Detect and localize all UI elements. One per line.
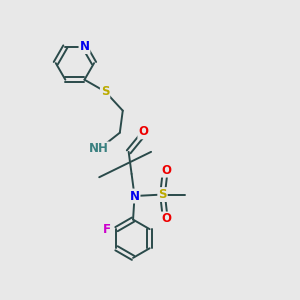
Text: O: O [161, 212, 171, 226]
Text: S: S [101, 85, 109, 98]
Text: NH: NH [89, 142, 109, 155]
Text: O: O [161, 164, 171, 177]
Text: S: S [158, 188, 167, 201]
Text: N: N [130, 190, 140, 202]
Text: F: F [103, 223, 111, 236]
Text: O: O [138, 125, 148, 138]
Text: N: N [80, 40, 89, 53]
